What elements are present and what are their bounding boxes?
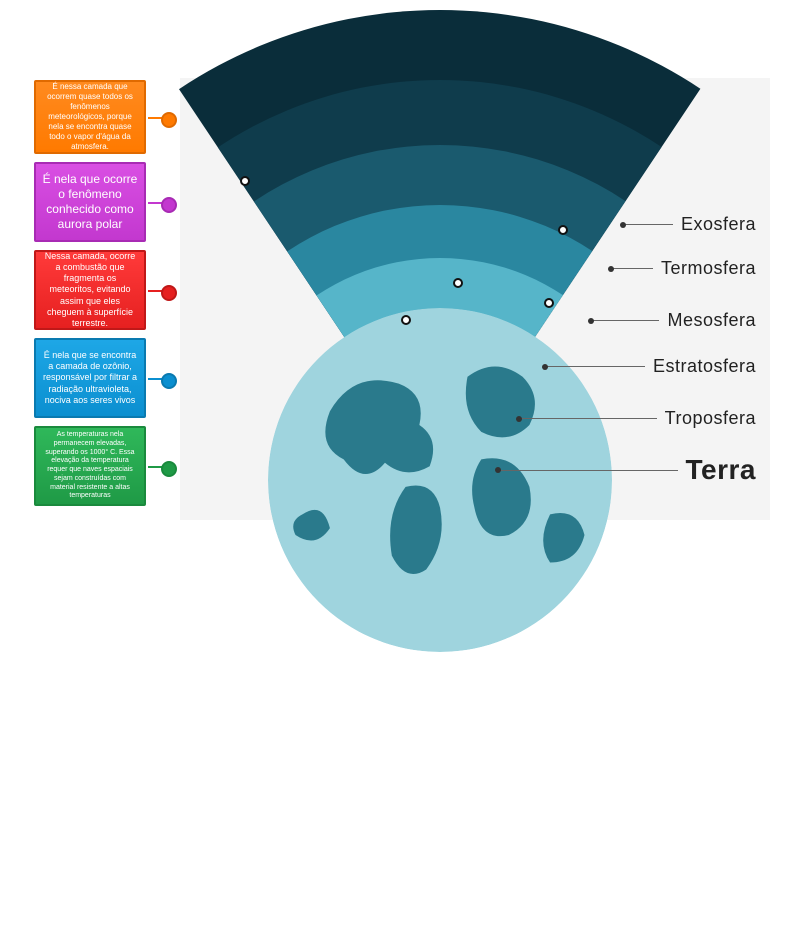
label-text-estratosfera: Estratosfera bbox=[645, 356, 756, 377]
description-cards: É nessa camada que ocorrem quase todos o… bbox=[34, 80, 154, 506]
desc-card-2[interactable]: Nessa camada, ocorre a combustão que fra… bbox=[34, 250, 146, 330]
label-text-mesosfera: Mesosfera bbox=[659, 310, 756, 331]
desc-card-1[interactable]: É nela que ocorre o fenômeno conhecido c… bbox=[34, 162, 146, 242]
desc-card-3[interactable]: É nela que se encontra a camada de ozôni… bbox=[34, 338, 146, 418]
leader-line bbox=[519, 418, 657, 419]
label-row-troposfera: Troposfera bbox=[519, 408, 756, 429]
desc-card-text: As temperaturas nela permanecem elevadas… bbox=[42, 431, 138, 501]
leader-line bbox=[545, 366, 645, 367]
desc-card-text: É nessa camada que ocorrem quase todos o… bbox=[42, 82, 138, 152]
label-row-estratosfera: Estratosfera bbox=[545, 356, 756, 377]
desc-card-text: É nela que ocorre o fenômeno conhecido c… bbox=[42, 172, 138, 232]
label-text-terra: Terra bbox=[678, 454, 756, 486]
label-text-exosfera: Exosfera bbox=[673, 214, 756, 235]
label-text-termosfera: Termosfera bbox=[653, 258, 756, 279]
leader-line bbox=[611, 268, 653, 269]
label-row-mesosfera: Mesosfera bbox=[591, 310, 756, 331]
desc-card-text: É nela que se encontra a camada de ozôni… bbox=[42, 350, 138, 406]
marker-exosfera[interactable] bbox=[240, 176, 250, 186]
marker-troposfera[interactable] bbox=[401, 315, 411, 325]
marker-mesosfera[interactable] bbox=[453, 278, 463, 288]
label-row-exosfera: Exosfera bbox=[623, 214, 756, 235]
card-connector bbox=[148, 466, 170, 468]
card-connector bbox=[148, 202, 170, 204]
card-connector bbox=[148, 117, 170, 119]
label-row-terra: Terra bbox=[498, 454, 756, 486]
leader-line bbox=[498, 470, 678, 471]
card-connector bbox=[148, 290, 170, 292]
marker-estratosfera[interactable] bbox=[544, 298, 554, 308]
desc-card-text: Nessa camada, ocorre a combustão que fra… bbox=[42, 251, 138, 330]
marker-termosfera[interactable] bbox=[558, 225, 568, 235]
label-row-termosfera: Termosfera bbox=[611, 258, 756, 279]
label-text-troposfera: Troposfera bbox=[657, 408, 756, 429]
desc-card-0[interactable]: É nessa camada que ocorrem quase todos o… bbox=[34, 80, 146, 154]
diagram-stage: Exosfera Termosfera Mesosfera Estratosfera T… bbox=[180, 78, 770, 520]
leader-line bbox=[623, 224, 673, 225]
leader-line bbox=[591, 320, 659, 321]
card-connector bbox=[148, 378, 170, 380]
desc-card-4[interactable]: As temperaturas nela permanecem elevadas… bbox=[34, 426, 146, 506]
